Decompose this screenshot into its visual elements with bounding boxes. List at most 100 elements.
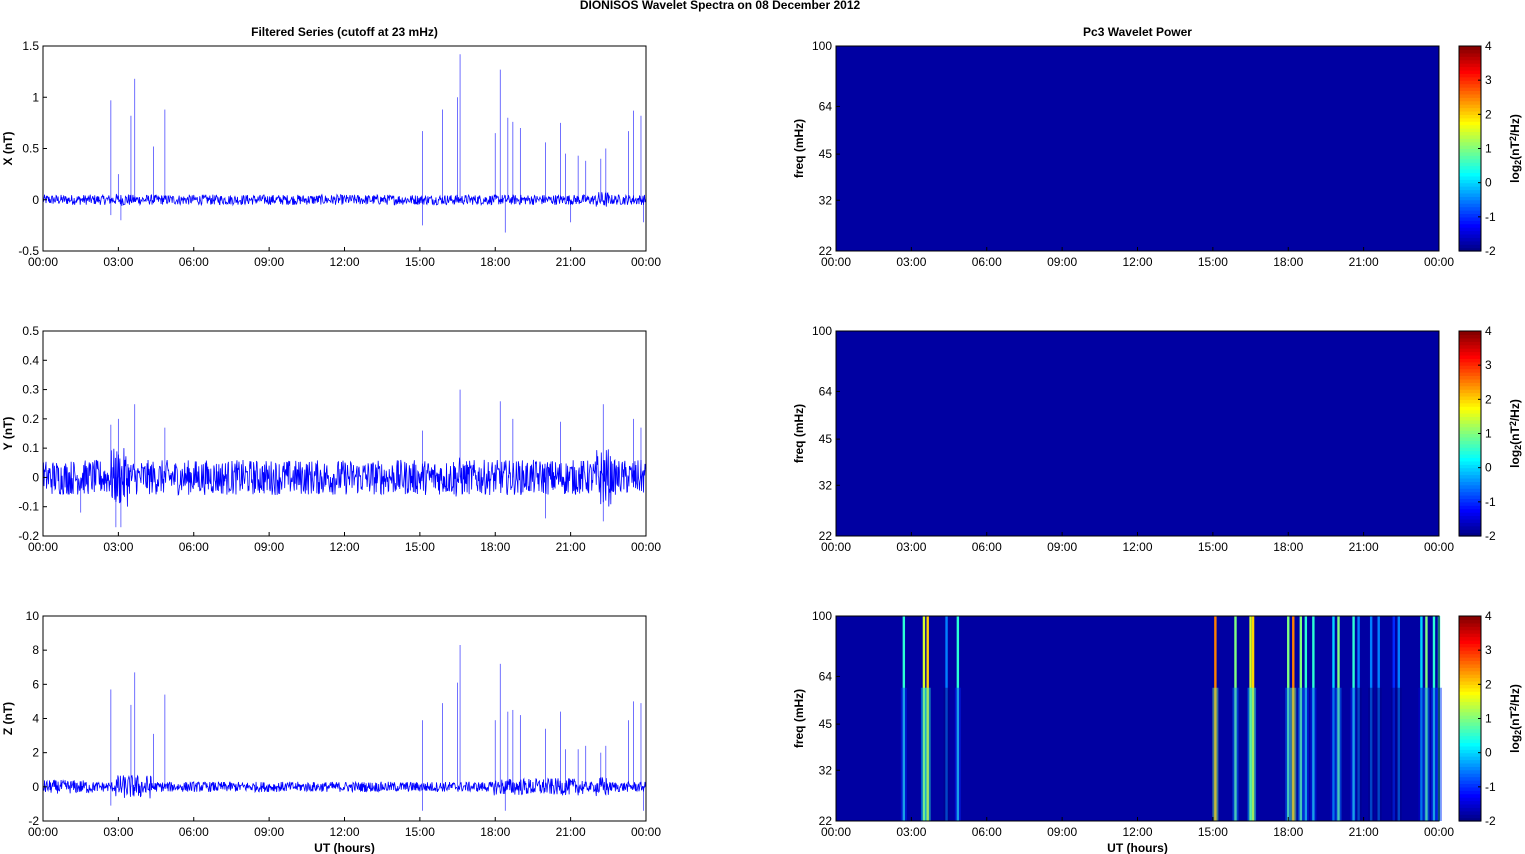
colorbar-segment — [1459, 660, 1481, 665]
figure-title: DIONISOS Wavelet Spectra on 08 December … — [580, 0, 861, 12]
heatmap-streak-halo — [1310, 687, 1317, 821]
colorbar-segment — [1459, 56, 1481, 61]
colorbar-segment — [1459, 114, 1481, 119]
heatmap-streak-halo — [1355, 687, 1362, 821]
colorbar-segment — [1459, 464, 1481, 469]
colorbar-segment — [1459, 498, 1481, 503]
colorbar-segment — [1459, 443, 1481, 448]
y-tick-label: 8 — [32, 643, 39, 657]
x-tick-label: 21:00 — [556, 540, 586, 554]
colorbar-segment — [1459, 145, 1481, 150]
colorbar-segment — [1459, 518, 1481, 523]
colorbar-segment — [1459, 93, 1481, 98]
x-tick-label: 06:00 — [179, 540, 209, 554]
colorbar-segment — [1459, 165, 1481, 170]
x-tick-label: 00:00 — [28, 540, 58, 554]
heatmap-streak-halo — [1297, 687, 1304, 821]
colorbar-tick-label: 4 — [1485, 324, 1492, 338]
series-trace — [42, 191, 647, 207]
heatmap-streak — [1214, 616, 1217, 821]
heatmap-streak-halo — [1212, 687, 1219, 821]
colorbar-segment — [1459, 745, 1481, 750]
colorbar-segment — [1459, 450, 1481, 455]
colorbar-segment — [1459, 210, 1481, 215]
heatmap-streak — [1292, 616, 1295, 821]
heatmap-streak — [1287, 616, 1290, 821]
heatmap-streak-halo — [1395, 687, 1402, 821]
x-axis-label: UT (hours) — [314, 841, 375, 854]
heatmap-streak-halo — [1330, 687, 1337, 821]
x-tick-label: 21:00 — [1349, 255, 1379, 269]
colorbar-segment — [1459, 416, 1481, 421]
colorbar-label: log2(nT2/Hz) — [1508, 684, 1523, 753]
colorbar-segment — [1459, 708, 1481, 713]
heatmap-streak — [922, 616, 926, 821]
colorbar-segment — [1459, 715, 1481, 720]
y-tick-label: 64 — [819, 99, 833, 113]
y-tick-label: 32 — [819, 193, 833, 207]
x-tick-label: 12:00 — [1122, 825, 1152, 839]
y-tick-label: 0.3 — [22, 383, 39, 397]
colorbar-segment — [1459, 711, 1481, 716]
x-tick-label: 15:00 — [1198, 255, 1228, 269]
colorbar-segment — [1459, 670, 1481, 675]
y-tick-label: 100 — [812, 609, 832, 623]
colorbar-segment — [1459, 375, 1481, 380]
y-tick-label: -0.5 — [18, 244, 39, 258]
colorbar-segment — [1459, 481, 1481, 486]
colorbar-segment — [1459, 351, 1481, 356]
colorbar-segment — [1459, 331, 1481, 336]
y-tick-label: 0 — [32, 780, 39, 794]
colorbar-segment — [1459, 189, 1481, 194]
colorbar-segment — [1459, 392, 1481, 397]
y-tick-label: 32 — [819, 478, 833, 492]
heatmap-streak-halo — [1375, 687, 1382, 821]
heatmap-streak-halo — [943, 687, 950, 821]
colorbar-segment — [1459, 769, 1481, 774]
colorbar-segment — [1459, 474, 1481, 479]
colorbar-segment — [1459, 406, 1481, 411]
colorbar-segment — [1459, 117, 1481, 122]
colorbar-tick-label: 2 — [1485, 677, 1492, 691]
colorbar-segment — [1459, 382, 1481, 387]
colorbar-segment — [1459, 780, 1481, 785]
colorbar-tick-label: -1 — [1485, 495, 1496, 509]
colorbar-segment — [1459, 762, 1481, 767]
colorbar-segment — [1459, 646, 1481, 651]
colorbar-segment — [1459, 629, 1481, 634]
heatmap-streak-halo — [954, 687, 961, 821]
y-tick-label: 4 — [32, 712, 39, 726]
x-tick-label: 15:00 — [1198, 825, 1228, 839]
colorbar-segment — [1459, 128, 1481, 133]
colorbar-segment — [1459, 395, 1481, 400]
colorbar-segment — [1459, 691, 1481, 696]
colorbar-segment — [1459, 361, 1481, 366]
y-tick-label: 1.5 — [22, 39, 39, 53]
colorbar-segment — [1459, 69, 1481, 74]
colorbar-segment — [1459, 626, 1481, 631]
x-tick-label: 18:00 — [480, 255, 510, 269]
colorbar-segment — [1459, 653, 1481, 658]
colorbar-tick-label: 3 — [1485, 73, 1492, 87]
x-tick-label: 15:00 — [1198, 540, 1228, 554]
colorbar-segment — [1459, 430, 1481, 435]
x-tick-label: 12:00 — [1122, 255, 1152, 269]
colorbar-segment — [1459, 797, 1481, 802]
heatmap-streak-halo — [1390, 687, 1397, 821]
colorbar-segment — [1459, 46, 1481, 51]
x-tick-label: 00:00 — [1424, 255, 1454, 269]
heatmap-streak — [1352, 616, 1355, 821]
colorbar-segment — [1459, 110, 1481, 115]
x-tick-label: 03:00 — [103, 825, 133, 839]
colorbar-segment — [1459, 87, 1481, 92]
heatmap-streak — [1432, 616, 1436, 821]
colorbar-segment — [1459, 477, 1481, 482]
colorbar-segment — [1459, 97, 1481, 102]
colorbar-segment — [1459, 803, 1481, 808]
colorbar-segment — [1459, 244, 1481, 249]
colorbar-segment — [1459, 488, 1481, 493]
heatmap-streak — [945, 616, 948, 821]
colorbar-segment — [1459, 674, 1481, 679]
x-axis-label: UT (hours) — [1107, 841, 1168, 854]
heatmap-streak-halo — [1247, 687, 1254, 821]
